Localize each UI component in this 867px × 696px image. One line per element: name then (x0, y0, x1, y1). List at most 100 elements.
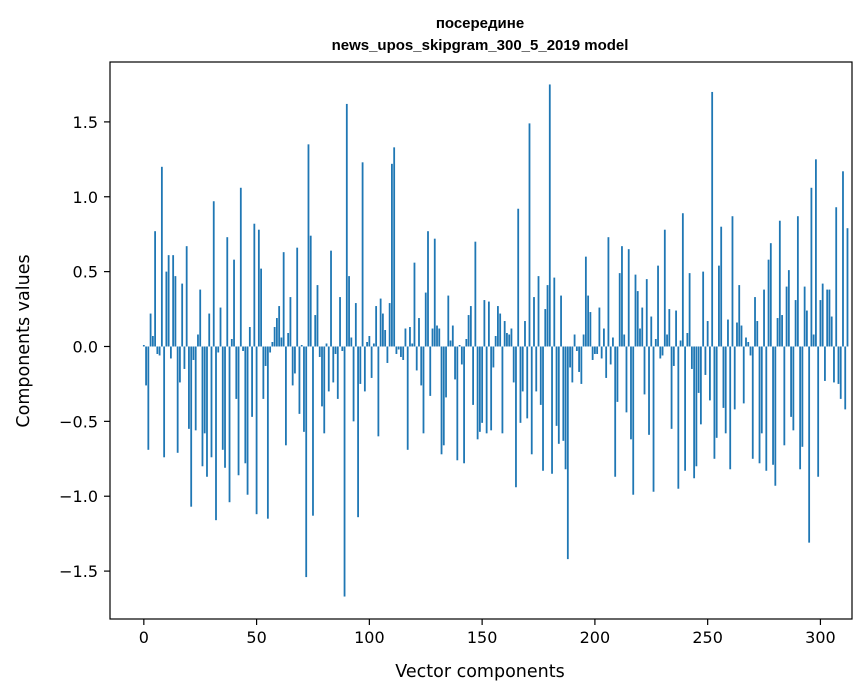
bar-58 (273, 327, 276, 347)
bar-171 (528, 123, 531, 347)
bar-172 (530, 346, 533, 455)
bar-59 (275, 318, 278, 347)
y-tick-label-6: 1.5 (73, 113, 98, 132)
bar-219 (636, 291, 639, 347)
bar-276 (765, 346, 768, 471)
bar-296 (810, 187, 813, 347)
bar-199 (591, 346, 594, 360)
bar-283 (781, 315, 783, 347)
x-tick-label-150: 150 (467, 628, 498, 647)
bar-181 (551, 346, 553, 474)
bar-56 (269, 346, 272, 353)
bar-290 (796, 216, 799, 347)
bar-176 (539, 346, 542, 405)
bar-151 (483, 300, 486, 347)
bar-201 (596, 346, 599, 354)
bar-102 (372, 343, 375, 347)
bar-40 (233, 259, 235, 347)
bar-179 (546, 285, 549, 347)
bar-103 (375, 306, 378, 347)
bar-72 (305, 346, 308, 578)
bar-197 (587, 295, 590, 347)
bar-182 (553, 277, 556, 347)
bar-188 (566, 346, 569, 560)
bar-65 (289, 297, 292, 347)
bar-246 (697, 346, 700, 393)
bar-97 (361, 162, 364, 347)
bar-271 (754, 297, 756, 347)
bar-86 (336, 346, 339, 399)
bar-0 (142, 344, 145, 347)
bar-209 (614, 346, 617, 477)
bar-213 (623, 334, 626, 347)
bar-275 (763, 289, 765, 347)
bar-234 (670, 346, 673, 429)
bar-183 (555, 346, 558, 426)
bar-29 (208, 313, 211, 347)
bar-78 (318, 346, 321, 357)
bar-121 (415, 346, 418, 371)
bar-60 (278, 306, 281, 347)
x-tick-label-200: 200 (580, 628, 611, 647)
bar-67 (294, 346, 296, 374)
bar-260 (729, 346, 732, 470)
bar-193 (578, 346, 580, 372)
bar-267 (745, 337, 747, 347)
bar-131 (438, 328, 441, 347)
bar-12 (169, 346, 172, 359)
bar-274 (760, 346, 763, 434)
bar-174 (535, 346, 538, 392)
bar-105 (379, 298, 382, 347)
bar-14 (174, 276, 177, 347)
bar-289 (794, 300, 797, 347)
bar-273 (758, 346, 761, 464)
bar-24 (197, 334, 199, 347)
bar-113 (397, 346, 400, 350)
bar-262 (733, 346, 736, 410)
bar-66 (291, 346, 294, 386)
bar-55 (266, 346, 269, 519)
bar-57 (271, 342, 274, 347)
bar-4 (151, 336, 154, 347)
bar-243 (690, 346, 693, 369)
bar-277 (767, 259, 770, 347)
bar-120 (413, 262, 416, 347)
bar-288 (792, 346, 795, 431)
bar-110 (391, 163, 393, 347)
bar-53 (262, 346, 265, 399)
bar-2 (147, 346, 150, 450)
y-axis: −1.5 −1.0 −0.5 0.0 0.5 1.0 1.5 (59, 113, 110, 581)
bar-220 (639, 328, 641, 347)
bar-206 (607, 237, 610, 347)
bar-192 (575, 346, 578, 351)
bar-202 (598, 307, 601, 347)
bar-139 (456, 346, 459, 461)
bar-222 (643, 346, 646, 395)
bar-39 (230, 339, 233, 347)
bar-109 (388, 303, 391, 347)
bar-307 (835, 207, 838, 347)
bar-87 (339, 297, 341, 347)
bar-161 (506, 333, 508, 347)
bar-26 (201, 346, 204, 467)
bar-191 (573, 334, 576, 347)
x-axis-label: Vector components (395, 662, 564, 682)
bar-309 (839, 346, 842, 399)
bar-194 (580, 346, 583, 384)
bar-268 (747, 342, 750, 347)
bar-125 (424, 292, 427, 347)
bar-154 (490, 346, 493, 431)
bar-160 (503, 321, 506, 347)
bar-259 (727, 319, 729, 347)
bar-227 (654, 339, 657, 347)
bar-84 (332, 346, 335, 383)
bar-166 (517, 208, 520, 347)
bar-63 (285, 346, 287, 446)
bar-62 (282, 252, 285, 347)
bar-157 (497, 306, 499, 347)
y-tick-label-1: −1.0 (59, 487, 98, 506)
bar-256 (720, 226, 723, 347)
bar-90 (345, 103, 348, 347)
bar-81 (325, 343, 328, 347)
